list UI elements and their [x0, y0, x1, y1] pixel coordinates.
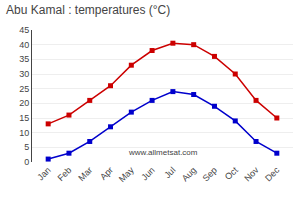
svg-text:Jul: Jul: [162, 165, 177, 180]
svg-text:www.allmetsat.com: www.allmetsat.com: [128, 148, 198, 157]
svg-text:May: May: [117, 165, 136, 184]
svg-text:Feb: Feb: [56, 165, 74, 183]
svg-text:15: 15: [19, 113, 29, 123]
svg-text:30: 30: [19, 69, 29, 79]
svg-text:Jan: Jan: [35, 165, 52, 182]
svg-text:Oct: Oct: [223, 165, 240, 182]
svg-text:Abu Kamal : temperatures (°C): Abu Kamal : temperatures (°C): [6, 3, 170, 17]
svg-text:40: 40: [19, 40, 29, 50]
svg-text:Jun: Jun: [139, 165, 156, 182]
svg-text:Apr: Apr: [98, 165, 115, 182]
svg-text:35: 35: [19, 54, 29, 64]
svg-text:10: 10: [19, 128, 29, 138]
svg-text:Nov: Nov: [242, 165, 261, 184]
svg-text:5: 5: [24, 142, 29, 152]
svg-text:Mar: Mar: [76, 165, 94, 183]
svg-text:20: 20: [19, 98, 29, 108]
svg-text:45: 45: [19, 25, 29, 35]
svg-text:Aug: Aug: [180, 165, 198, 183]
svg-text:Sep: Sep: [201, 165, 219, 183]
svg-text:25: 25: [19, 84, 29, 94]
svg-text:Dec: Dec: [263, 165, 282, 184]
svg-text:0: 0: [24, 157, 29, 167]
